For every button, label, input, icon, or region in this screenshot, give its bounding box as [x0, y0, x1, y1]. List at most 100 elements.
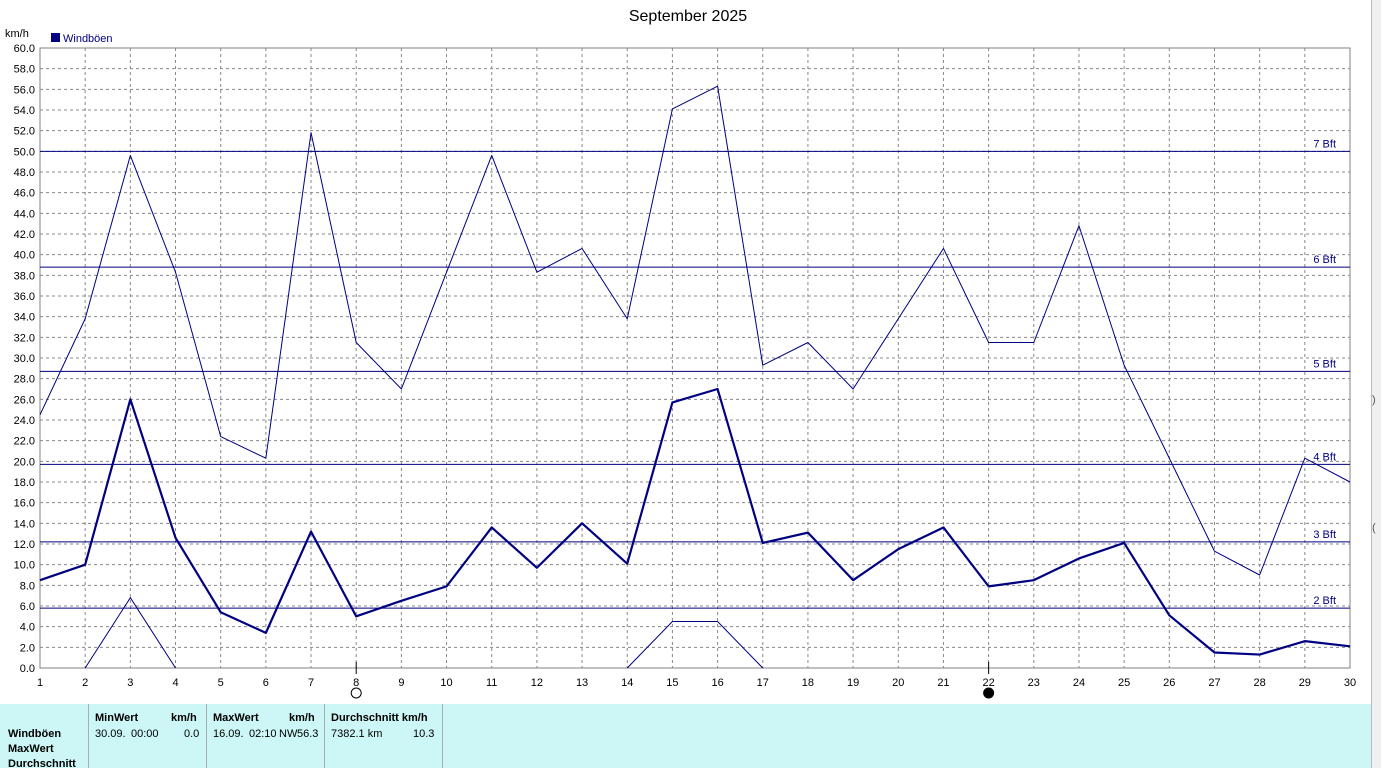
x-tick-label: 27 — [1208, 677, 1220, 689]
y-tick-label: 40.0 — [14, 250, 35, 262]
x-tick-label: 23 — [1028, 677, 1040, 689]
series-min-line — [84, 596, 176, 669]
y-tick-label: 50.0 — [14, 146, 35, 158]
x-tick-label: 19 — [847, 677, 859, 689]
x-tick-label: 2 — [82, 677, 88, 689]
x-tick-label: 25 — [1118, 677, 1130, 689]
y-tick-label: 8.0 — [20, 580, 35, 592]
min-unit: km/h — [171, 712, 197, 724]
full-moon-icon — [350, 687, 362, 699]
x-tick-label: 1 — [37, 677, 43, 689]
y-tick-label: 46.0 — [14, 188, 35, 200]
y-tick-label: 58.0 — [14, 64, 35, 76]
x-tick-label: 14 — [621, 677, 633, 689]
x-tick-label: 17 — [757, 677, 769, 689]
x-tick-label: 21 — [937, 677, 949, 689]
y-tick-label: 30.0 — [14, 353, 35, 365]
beaufort-label: 3 Bft — [1313, 529, 1336, 541]
stat-col-min: MinWert km/h 30.09. 00:00 0.0 — [88, 704, 206, 768]
y-axis-unit: km/h — [5, 28, 29, 40]
y-tick-label: 0.0 — [20, 663, 35, 675]
x-tick-label: 16 — [711, 677, 723, 689]
x-tick-label: 29 — [1299, 677, 1311, 689]
y-tick-label: 32.0 — [14, 332, 35, 344]
y-tick-label: 14.0 — [14, 518, 35, 530]
x-tick-label: 18 — [802, 677, 814, 689]
x-tick-label: 7 — [308, 677, 314, 689]
stat-col-max: MaxWert km/h 16.09. 02:10 NW 56.3 — [206, 704, 324, 768]
series-average-line — [39, 387, 1351, 656]
avg-value: 10.3 — [413, 728, 435, 740]
x-tick-label: 6 — [263, 677, 269, 689]
avg-distance: 7382.1 km — [331, 728, 383, 740]
y-tick-label: 54.0 — [14, 105, 35, 117]
stat-row-label-windboeen: Windböen — [8, 728, 62, 740]
plot-area: 0.0 2.0 4.0 6.0 8.0 10.0 12.0 14.0 16.0 18.0 20.0 2… — [14, 43, 1356, 699]
y-tick-label: 12.0 — [14, 539, 35, 551]
x-tick-label: 10 — [440, 677, 452, 689]
max-direction: NW — [279, 728, 298, 740]
legend-label: Windböen — [63, 33, 113, 45]
y-tick-label: 26.0 — [14, 394, 35, 406]
y-tick-label: 60.0 — [14, 43, 35, 55]
beaufort-label: 6 Bft — [1313, 254, 1336, 266]
chart-title: September 2025 — [629, 8, 747, 25]
edge-fragment: ( — [1372, 522, 1376, 534]
y-tick-label: 48.0 — [14, 167, 35, 179]
max-time: 02:10 — [249, 728, 277, 740]
y-tick-label: 4.0 — [20, 622, 35, 634]
min-date: 30.09. — [95, 728, 126, 740]
x-tick-label: 22 — [982, 677, 994, 689]
y-tick-label: 28.0 — [14, 374, 35, 386]
y-tick-label: 44.0 — [14, 208, 35, 220]
y-tick-label: 56.0 — [14, 84, 35, 96]
stat-row-label-maxwert: MaxWert — [8, 743, 54, 755]
y-tick-label: 18.0 — [14, 477, 35, 489]
y-tick-label: 38.0 — [14, 270, 35, 282]
x-tick-label: 8 — [353, 677, 359, 689]
right-edge-strip — [1371, 0, 1381, 768]
x-tick-label: 15 — [666, 677, 678, 689]
x-tick-label: 13 — [576, 677, 588, 689]
y-tick-label: 2.0 — [20, 642, 35, 654]
min-header: MinWert — [95, 712, 139, 724]
x-tick-label: 24 — [1073, 677, 1085, 689]
x-tick-label: 20 — [892, 677, 904, 689]
beaufort-label: 5 Bft — [1313, 358, 1336, 370]
legend-swatch — [51, 33, 60, 42]
x-tick-label: 4 — [172, 677, 178, 689]
y-tick-label: 42.0 — [14, 229, 35, 241]
max-unit: km/h — [289, 712, 315, 724]
series-max-line — [39, 85, 1351, 576]
x-tick-label: 5 — [218, 677, 224, 689]
chart: September 2025 km/h Windböen 0.0 2.0 4.0 6.… — [5, 8, 1356, 699]
x-tick-label: 26 — [1163, 677, 1175, 689]
x-tick-label: 30 — [1344, 677, 1356, 689]
max-value: 56.3 — [297, 728, 319, 740]
y-tick-label: 36.0 — [14, 291, 35, 303]
y-tick-label: 16.0 — [14, 498, 35, 510]
edge-fragment: ) — [1372, 394, 1376, 406]
stats-panel: Windböen MaxWert Durchschnitt MinWert km… — [0, 704, 1371, 770]
avg-header: Durchschnitt km/h — [331, 712, 428, 724]
beaufort-label: 4 Bft — [1313, 451, 1336, 463]
beaufort-label: 2 Bft — [1313, 595, 1336, 607]
min-value: 0.0 — [184, 728, 200, 740]
y-tick-label: 22.0 — [14, 436, 35, 448]
x-tick-label: 9 — [398, 677, 404, 689]
y-tick-label: 24.0 — [14, 415, 35, 427]
max-date: 16.09. — [213, 728, 244, 740]
max-header: MaxWert — [213, 712, 259, 724]
y-tick-label: 52.0 — [14, 126, 35, 138]
x-tick-label: 28 — [1254, 677, 1266, 689]
y-tick-label: 20.0 — [14, 456, 35, 468]
y-tick-label: 10.0 — [14, 560, 35, 572]
series-min-line — [626, 621, 764, 669]
y-tick-label: 34.0 — [14, 312, 35, 324]
x-tick-label: 3 — [127, 677, 133, 689]
x-tick-label: 12 — [531, 677, 543, 689]
beaufort-label: 7 Bft — [1313, 138, 1336, 150]
x-tick-label: 11 — [486, 677, 497, 689]
stat-row-label-durchschnitt: Durchschnitt — [8, 758, 76, 770]
stat-col-avg: Durchschnitt km/h 7382.1 km 10.3 — [324, 704, 443, 768]
